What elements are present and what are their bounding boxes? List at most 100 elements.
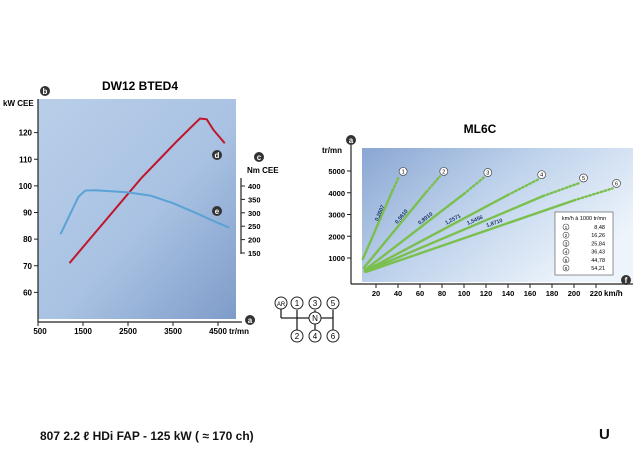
gear-position-circle <box>308 311 322 325</box>
gear-position-circle <box>290 329 304 343</box>
badge-d-label: d <box>215 151 220 160</box>
gear-speed-tick-label: 60 <box>416 289 424 298</box>
gear-position-circle <box>326 329 340 343</box>
engine-torque-tick-label: 150 <box>248 249 261 258</box>
gear-speed-axis-label: km/h <box>604 289 623 298</box>
legend-gear-value: 25,84 <box>591 241 605 247</box>
engine-rpm-tick-label: 4500 <box>209 327 227 336</box>
legend-gear-marker <box>562 264 570 272</box>
gear-5-overspeed-line <box>542 181 581 198</box>
gear-4-overspeed-line <box>506 178 539 197</box>
gear-legend: km/h à 1000 tr/mn 1 8,48 2 16,26 3 25,84 4 36,4… <box>554 211 614 276</box>
gear-6-overspeed-line <box>572 187 614 202</box>
gear-position-label: 4 <box>313 332 318 341</box>
gear-position-circle <box>290 296 304 310</box>
gear-3-line <box>363 192 466 272</box>
engine-torque-tick-label: 200 <box>248 236 261 245</box>
legend-gear-value: 36,43 <box>591 250 605 256</box>
gear-position-circle <box>274 296 288 310</box>
engine-torque-axis-label: Nm CEE <box>247 166 279 175</box>
engine-rpm-axis-label: tr/mn <box>229 327 249 336</box>
engine-power-tick-label: 90 <box>23 209 32 218</box>
gear-speed-tick-label: 200 <box>568 289 581 298</box>
badge-a-left <box>245 315 255 325</box>
gear-rpm-tick-label: 2000 <box>328 232 345 241</box>
badge-b <box>40 86 50 96</box>
gear-6-marker-label: 6 <box>615 181 618 187</box>
gear-6-ratio-label: 1,8710 <box>486 218 504 229</box>
gear-6-line <box>364 199 576 274</box>
engine-curve-chart: DW12 BTED4 b kW CEE 60 70 80 90 100 110 120 50… <box>3 79 279 336</box>
engine-power-axis-label: kW CEE <box>3 99 34 108</box>
legend-gear-number: 5 <box>565 258 568 264</box>
gearbox-shift-diagram: AR 1 3 5 N 2 4 6 <box>274 296 340 343</box>
engine-power-tick-label: 100 <box>19 182 33 191</box>
gear-5-marker-label: 5 <box>582 176 585 182</box>
gear-speed-tick-label: 100 <box>458 289 471 298</box>
legend-gear-value: 16,26 <box>591 233 605 239</box>
gear-2-marker <box>439 167 449 176</box>
power-curve <box>68 117 226 264</box>
gear-position-label: 2 <box>295 332 300 341</box>
gear-3-overspeed-line <box>462 176 485 196</box>
torque-curve <box>59 189 230 235</box>
gear-position-label: 1 <box>295 299 300 308</box>
gear-2-overspeed-line <box>425 175 441 193</box>
gear-legend-title: km/h à 1000 tr/mn <box>562 216 606 222</box>
gear-position-circle <box>326 296 340 310</box>
engine-rpm-tick-label: 1500 <box>74 327 92 336</box>
legend-gear-value: 54,21 <box>591 266 605 272</box>
gear-speed-tick-label: 220 <box>590 289 603 298</box>
gear-rpm-tick-label: 5000 <box>328 167 345 176</box>
gear-rpm-tick-label: 4000 <box>328 189 345 198</box>
engine-rpm-tick-label: 2500 <box>119 327 137 336</box>
gear-1-line <box>361 189 394 261</box>
gear-2-line <box>362 190 428 269</box>
gear-speed-tick-label: 160 <box>524 289 537 298</box>
gear-position-label: N <box>312 314 318 323</box>
legend-gear-marker <box>562 240 570 247</box>
engine-rpm-ticks: 500 1500 2500 3500 4500 <box>33 322 227 336</box>
legend-gear-number: 1 <box>565 225 568 231</box>
gear-1-marker-label: 1 <box>402 169 405 175</box>
gear-chart-title: ML6C <box>464 122 497 136</box>
badge-f-label: f <box>625 276 628 285</box>
legend-gear-number: 4 <box>565 250 568 256</box>
gear-position-label: 3 <box>313 299 318 308</box>
gear-ratio-chart: ML6C a tr/mn 1000 2000 3000 4000 5000 20 40 60… <box>322 122 633 298</box>
legend-gear-value: 44,78 <box>591 258 605 264</box>
gear-rpm-tick-label: 3000 <box>328 211 345 220</box>
legend-gear-marker <box>562 248 570 255</box>
legend-gear-marker <box>562 223 570 231</box>
engine-rpm-tick-label: 500 <box>33 327 47 336</box>
gear-position-label: AR <box>277 302 286 308</box>
badge-e-label: e <box>215 207 220 216</box>
engine-power-tick-label: 110 <box>19 155 32 164</box>
engine-torque-tick-label: 300 <box>248 209 261 218</box>
engine-power-tick-label: 80 <box>23 235 32 244</box>
gear-5-marker <box>579 173 588 183</box>
gear-position-label: 6 <box>331 332 336 341</box>
page-letter: U <box>599 426 610 443</box>
badge-b-label: b <box>43 87 48 96</box>
gear-rpm-axis-label: tr/mn <box>322 146 342 155</box>
gear-3-marker-label: 3 <box>486 171 489 177</box>
engine-power-tick-label: 120 <box>19 129 33 138</box>
gear-1-marker <box>398 167 408 176</box>
gear-position-circle <box>308 329 322 343</box>
gear-position-circle <box>308 296 322 310</box>
engine-power-tick-label: 70 <box>23 262 32 271</box>
gear-speed-tick-label: 120 <box>480 289 493 298</box>
gear-speed-ticks: 20 40 60 80 100 120 140 160 180 200 220 <box>372 284 602 298</box>
gear-3-marker <box>483 168 493 177</box>
engine-plot-area <box>38 99 236 319</box>
legend-gear-marker <box>562 231 570 239</box>
engine-torque-tick-label: 400 <box>248 182 261 191</box>
gear-speed-tick-label: 180 <box>546 289 559 298</box>
gear-2-marker-label: 2 <box>442 169 445 175</box>
gear-4-line <box>363 193 510 273</box>
engine-rpm-tick-label: 3500 <box>164 327 182 336</box>
gear-1-overspeed-line <box>391 175 401 192</box>
legend-gear-marker <box>562 256 570 264</box>
